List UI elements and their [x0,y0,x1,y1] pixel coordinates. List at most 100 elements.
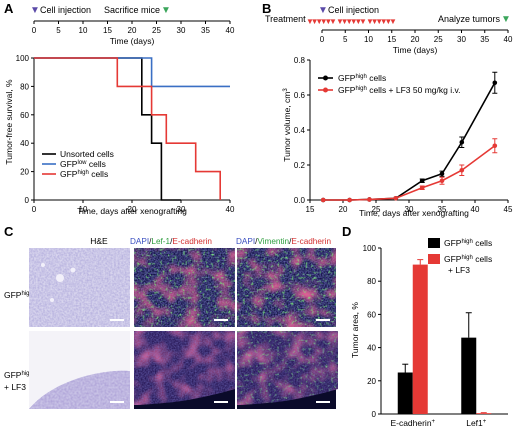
x-tick-label: 40 [471,205,480,214]
volume-data-point [367,197,372,202]
y-tick-label: 80 [367,277,376,286]
timeline-tick-label: 25 [434,35,443,44]
timeline-xlabel-b: Time (days) [393,45,438,55]
panel-letter-b: B [262,1,271,16]
treatment-dose-marker: ▼ [350,17,358,26]
timeline-tick-label: 5 [343,35,348,44]
y-tick-label: 0 [25,196,30,205]
treatment-label: Treatment [265,14,306,24]
x-tick-label: 25 [372,205,381,214]
volume-data-point [393,195,399,201]
timeline-tick-label: 10 [364,35,373,44]
timeline-tick-label: 20 [128,26,137,35]
cell-injection-label-a: Cell injection [40,5,91,15]
treatment-dose-marker: ▼ [311,17,319,26]
legend-gfp-high-b: GFPhigh cells [338,73,386,83]
volume-data-point [347,197,352,203]
y-tick-label: 60 [367,310,376,319]
tumor-volume-chart: Tumor volume, cm3 Time, days after xenog… [282,56,513,218]
legend-d-gfp-high: GFPhigh cells [444,238,492,248]
treatment-dose-marker: ▼ [306,17,314,26]
area-bar [397,372,413,414]
legend-d-gfp-high-lf3: GFPhigh cells [444,254,492,264]
col-vim-label: DAPI/Vimentin/E-cadherin [236,237,331,246]
y-tick-label: 40 [367,344,376,353]
survival-legend: Unsorted cells GFPlow cells GFPhigh cell… [42,149,114,179]
y-tick-label: 20 [20,168,29,177]
x-tick-label: 15 [306,205,315,214]
volume-data-point [459,139,465,145]
x-tick-label: 40 [226,205,235,214]
volume-data-point [419,185,425,191]
col-lef-label: DAPI/Lef-1/E-cadherin [130,237,212,246]
volume-data-point [439,178,445,184]
x-tick-label: 30 [177,205,186,214]
treatment-dose-marker: ▼ [315,17,323,26]
micrograph-vim-gfp-high [237,248,336,327]
panel-letter-d: D [342,224,351,239]
survival-ylabel: Tumor-free survival, % [4,79,14,165]
sacrifice-label-a: Sacrifice mice [104,5,160,15]
survival-series-line [34,57,221,200]
volume-data-point [492,80,498,86]
volume-series-line [323,82,496,201]
treatment-dose-marker: ▼ [380,17,388,26]
treatment-dose-marker: ▼ [320,17,328,26]
survival-series-line [34,57,230,88]
treatment-dose-marker: ▼ [324,17,332,26]
y-tick-label: 0.0 [294,196,306,205]
survival-xlabel: Time, days after xenografting [77,206,187,216]
legend-d-lf3-line2: + LF3 [448,265,470,275]
panel-letter-c: C [4,224,14,239]
y-tick-label: 40 [20,139,29,148]
x-tick-label: 20 [128,205,137,214]
y-tick-label: 100 [16,54,30,63]
analyze-marker: ▼ [501,14,511,25]
volume-data-point [419,178,425,184]
timeline-tick-label: 10 [79,26,88,35]
volume-data-point [320,197,326,203]
x-tick-label: 45 [504,205,513,214]
tumor-area-chart: Tumor area, % GFPhigh cells GFPhigh cell… [350,238,508,428]
area-bar [461,337,477,414]
sacrifice-marker-a: ▼ [161,5,171,16]
y-tick-label: 60 [20,111,29,120]
analyze-label: Analyze tumors [438,14,501,24]
treatment-dose-marker: ▼ [359,17,367,26]
treatment-dose-marker: ▼ [371,17,379,26]
legend-gfp-low: GFPlow cells [60,159,106,169]
x-tick-label: 30 [405,205,414,214]
timeline-tick-label: 5 [56,26,61,35]
treatment-dose-marker: ▼ [354,17,362,26]
col-he-label: H&E [90,236,108,246]
timeline-tick-label: 40 [226,26,235,35]
legend-gfp-high-lf3: GFPhigh cells + LF3 50 mg/kg i.v. [338,85,460,95]
timeline-tick-label: 35 [201,26,210,35]
treatment-dose-marker: ▼ [384,17,392,26]
volume-xlabel: Time, days after xenografting [359,208,469,218]
x-tick-label: 0 [32,205,37,214]
row2-label-line2: + LF3 [4,382,26,392]
x-tick-label: 35 [438,205,447,214]
legend-unsorted: Unsorted cells [60,149,114,159]
timeline-tick-label: 15 [103,26,112,35]
treatment-dose-marker: ▼ [375,17,383,26]
timeline-tick-label: 20 [411,35,420,44]
area-category-label: E-cadherin+ [390,418,435,428]
y-tick-label: 100 [363,244,377,253]
treatment-dose-marker: ▼ [345,17,353,26]
timeline-tick-label: 30 [457,35,466,44]
timeline-tick-label: 15 [387,35,396,44]
cell-injection-marker-b: ▼ [318,5,328,16]
volume-data-point [492,143,498,149]
area-category-label: Lef1+ [466,418,487,428]
timeline-a: ▼ Cell injection Sacrifice mice ▼ 0 5 10 15… [30,5,235,46]
y-tick-label: 0.8 [294,56,306,65]
volume-series-line [323,145,496,201]
survival-series-line [34,57,181,201]
y-tick-label: 0 [372,410,377,419]
y-tick-label: 20 [367,377,376,386]
volume-data-point [439,171,445,177]
treatment-dose-marker: ▼ [336,17,344,26]
